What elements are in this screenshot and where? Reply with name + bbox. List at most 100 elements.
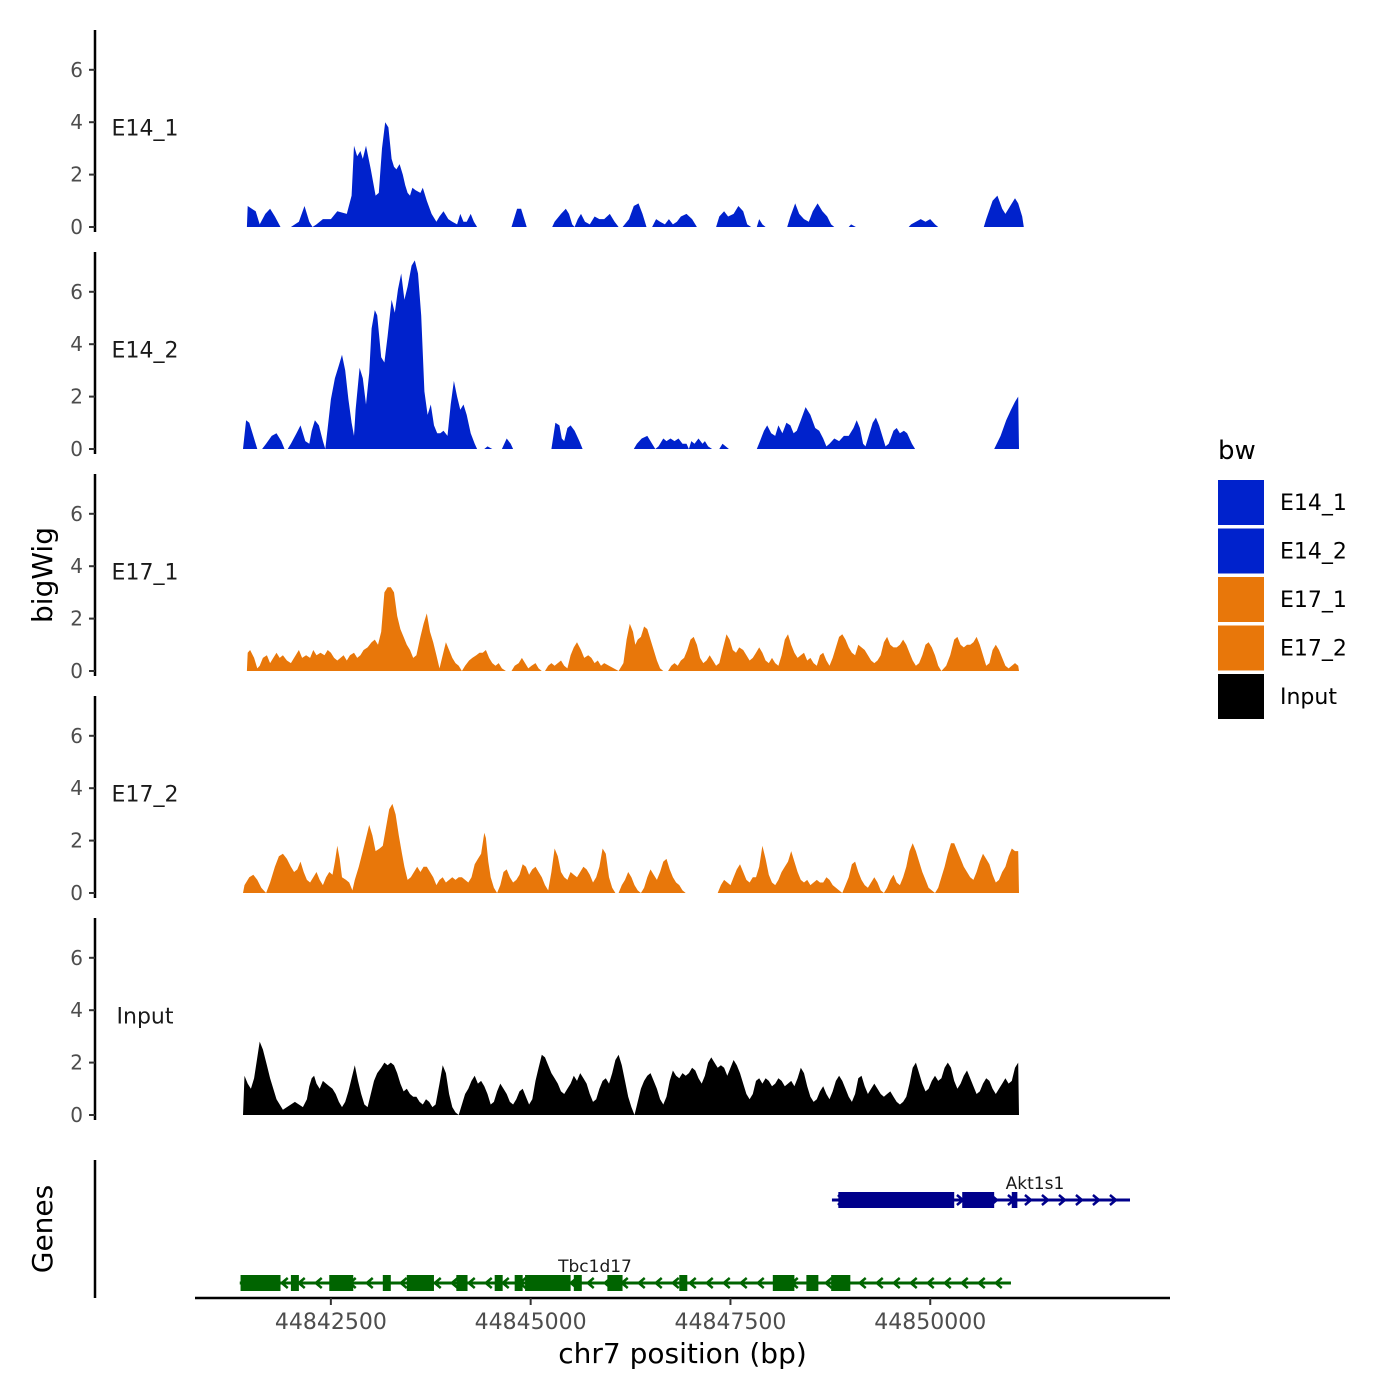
strand-arrow bbox=[483, 1277, 493, 1289]
x-tick-label: 44845000 bbox=[475, 1310, 587, 1335]
track-label-E14_2: E14_2 bbox=[112, 338, 179, 363]
track-label-E17_1: E17_1 bbox=[112, 560, 179, 585]
coverage-area-E14_2 bbox=[243, 260, 1019, 449]
strand-arrow bbox=[364, 1277, 374, 1289]
strand-arrow bbox=[925, 1277, 935, 1289]
y-tick-label: 0 bbox=[70, 659, 83, 683]
legend-swatch-E17_2[interactable] bbox=[1218, 625, 1264, 671]
y-tick-label: 4 bbox=[70, 776, 83, 800]
y-tick-label: 6 bbox=[70, 724, 83, 748]
track-label-E14_1: E14_1 bbox=[112, 116, 179, 141]
exon-Tbc1d17 bbox=[772, 1275, 795, 1291]
x-tick-label: 44842500 bbox=[275, 1310, 387, 1335]
legend-label-E17_1: E17_1 bbox=[1280, 588, 1347, 613]
strand-arrow bbox=[1024, 1194, 1033, 1206]
y-tick-label: 6 bbox=[70, 58, 83, 82]
strand-arrow bbox=[398, 1277, 408, 1289]
legend-swatch-Input[interactable] bbox=[1218, 674, 1264, 719]
strand-arrow bbox=[449, 1277, 459, 1289]
strand-arrow bbox=[687, 1277, 697, 1289]
strand-arrow bbox=[908, 1277, 918, 1289]
y-axis-title: bigWig bbox=[26, 527, 59, 623]
y-tick-label: 4 bbox=[70, 554, 83, 578]
y-tick-label: 4 bbox=[70, 332, 83, 356]
legend-title: bw bbox=[1218, 436, 1256, 466]
strand-arrow bbox=[279, 1277, 289, 1289]
strand-arrow bbox=[959, 1277, 969, 1289]
exon-Tbc1d17 bbox=[406, 1275, 434, 1291]
y-tick-label: 0 bbox=[70, 1103, 83, 1127]
strand-arrow bbox=[721, 1277, 731, 1289]
y-tick-label: 2 bbox=[70, 607, 83, 631]
x-tick-label: 44847500 bbox=[674, 1310, 786, 1335]
strand-arrow bbox=[874, 1277, 884, 1289]
track-label-E17_2: E17_2 bbox=[112, 782, 179, 807]
legend-swatch-E14_2[interactable] bbox=[1218, 528, 1264, 574]
strand-arrow bbox=[857, 1277, 867, 1289]
exon-Akt1s1 bbox=[838, 1192, 955, 1208]
exon-Tbc1d17 bbox=[514, 1275, 523, 1291]
legend-swatch-E17_1[interactable] bbox=[1218, 577, 1264, 622]
y-tick-label: 2 bbox=[70, 385, 83, 409]
exon-Tbc1d17 bbox=[240, 1275, 281, 1291]
y-tick-label: 0 bbox=[70, 215, 83, 239]
y-tick-label: 6 bbox=[70, 280, 83, 304]
exon-Tbc1d17 bbox=[494, 1275, 503, 1291]
strand-arrow bbox=[585, 1277, 595, 1289]
y-tick-label: 6 bbox=[70, 502, 83, 526]
y-tick-label: 0 bbox=[70, 881, 83, 905]
strand-arrow bbox=[1075, 1194, 1084, 1206]
strand-arrow bbox=[1109, 1194, 1118, 1206]
coverage-area-E17_1 bbox=[246, 587, 1019, 671]
exon-Akt1s1 bbox=[1011, 1192, 1018, 1208]
strand-arrow bbox=[636, 1277, 646, 1289]
exon-Tbc1d17 bbox=[329, 1275, 354, 1291]
strand-arrow bbox=[738, 1277, 748, 1289]
x-tick-label: 44850000 bbox=[874, 1310, 986, 1335]
strand-arrow bbox=[432, 1277, 442, 1289]
legend-label-E14_2: E14_2 bbox=[1280, 540, 1347, 565]
exon-Tbc1d17 bbox=[679, 1275, 688, 1291]
y-tick-label: 2 bbox=[70, 163, 83, 187]
coverage-area-E14_1 bbox=[246, 122, 1024, 227]
y-tick-label: 4 bbox=[70, 998, 83, 1022]
strand-arrow bbox=[1041, 1194, 1050, 1206]
legend-label-E14_1: E14_1 bbox=[1280, 491, 1347, 516]
exon-Tbc1d17 bbox=[525, 1275, 571, 1291]
strand-arrow bbox=[1092, 1194, 1101, 1206]
legend-label-E17_2: E17_2 bbox=[1280, 637, 1347, 662]
gene-label-Tbc1d17: Tbc1d17 bbox=[557, 1257, 632, 1277]
strand-arrow bbox=[313, 1277, 323, 1289]
y-tick-label: 4 bbox=[70, 110, 83, 134]
strand-arrow bbox=[755, 1277, 765, 1289]
y-tick-label: 2 bbox=[70, 829, 83, 853]
strand-arrow bbox=[976, 1277, 986, 1289]
legend-label-Input: Input bbox=[1280, 685, 1337, 710]
coverage-area-E17_2 bbox=[243, 803, 1019, 893]
strand-arrow bbox=[1058, 1194, 1067, 1206]
exon-Akt1s1 bbox=[962, 1192, 995, 1208]
y-tick-label: 0 bbox=[70, 437, 83, 461]
gene-label-Akt1s1: Akt1s1 bbox=[1006, 1174, 1065, 1194]
strand-arrow bbox=[891, 1277, 901, 1289]
genes-axis-title: Genes bbox=[26, 1185, 59, 1273]
strand-arrow bbox=[466, 1277, 476, 1289]
strand-arrow bbox=[500, 1277, 510, 1289]
strand-arrow bbox=[993, 1277, 1003, 1289]
strand-arrow bbox=[670, 1277, 680, 1289]
exon-Tbc1d17 bbox=[382, 1275, 391, 1291]
y-tick-label: 2 bbox=[70, 1051, 83, 1075]
track-label-Input: Input bbox=[117, 1004, 174, 1029]
exon-Tbc1d17 bbox=[290, 1275, 299, 1291]
strand-arrow bbox=[704, 1277, 714, 1289]
exon-Tbc1d17 bbox=[831, 1275, 851, 1291]
exon-Tbc1d17 bbox=[607, 1275, 623, 1291]
exon-Tbc1d17 bbox=[573, 1275, 582, 1291]
exon-Tbc1d17 bbox=[806, 1275, 819, 1291]
legend-swatch-E14_1[interactable] bbox=[1218, 480, 1264, 525]
strand-arrow bbox=[823, 1277, 833, 1289]
strand-arrow bbox=[653, 1277, 663, 1289]
strand-arrow bbox=[942, 1277, 952, 1289]
y-tick-label: 6 bbox=[70, 946, 83, 970]
